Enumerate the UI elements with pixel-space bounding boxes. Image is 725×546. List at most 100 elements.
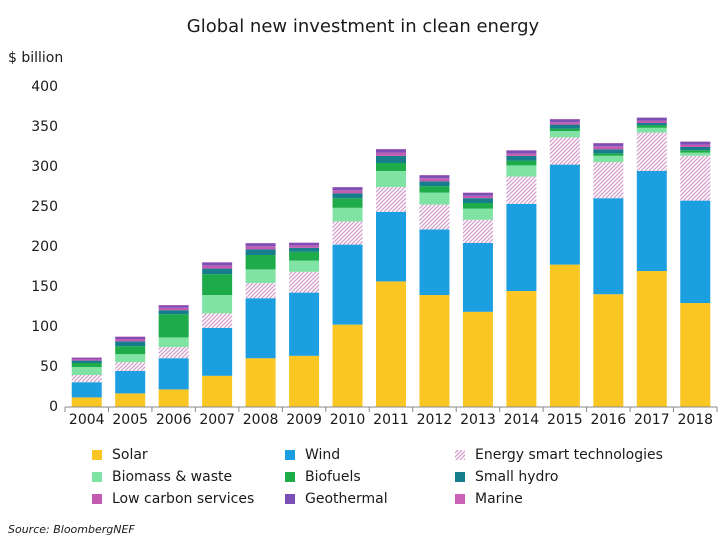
legend-swatch <box>455 494 465 504</box>
bar-segment <box>158 358 189 390</box>
bar-segment <box>71 367 102 375</box>
bar-segment <box>376 149 406 153</box>
bar-segment <box>289 292 320 356</box>
bar-segment <box>202 274 233 295</box>
bar-segment <box>636 171 667 271</box>
bar-segment <box>462 195 493 199</box>
bar-segment <box>593 143 624 147</box>
bar-segment <box>462 219 493 243</box>
bar-segment <box>332 324 363 407</box>
bar-segment <box>289 247 320 252</box>
legend-swatch <box>455 472 465 482</box>
bar-segment <box>289 271 320 293</box>
x-tick-label: 2004 <box>69 412 105 428</box>
legend-swatch <box>455 450 465 460</box>
bar-segment <box>462 203 493 209</box>
y-tick-label: 200 <box>31 239 58 255</box>
bar-segment <box>593 155 624 163</box>
bar-segment <box>506 291 537 407</box>
bar-segment <box>636 117 667 121</box>
legend-label: Biomass & waste <box>112 469 232 485</box>
bar-segment <box>593 146 624 150</box>
bar-segment <box>549 137 580 165</box>
bar-segment <box>506 150 537 154</box>
legend-label: Small hydro <box>475 469 558 485</box>
bar-segment <box>680 144 711 147</box>
bar-segment <box>462 198 493 203</box>
bar-segment <box>680 152 711 156</box>
bar-segment <box>549 131 580 138</box>
bar-segment <box>158 305 189 308</box>
bar-segment <box>332 190 363 194</box>
bar-segment <box>115 354 146 363</box>
x-tick-label: 2011 <box>373 412 409 428</box>
chart-title: Global new investment in clean energy <box>187 16 540 37</box>
bar-segment <box>115 393 146 407</box>
bar-segment <box>636 125 667 128</box>
bar-segment <box>680 150 711 153</box>
x-tick-label: 2006 <box>156 412 192 428</box>
x-tick-label: 2014 <box>504 412 540 428</box>
y-tick-label: 250 <box>31 199 58 215</box>
bar-segment <box>115 341 146 347</box>
bar-segment <box>593 294 624 407</box>
bar-segment <box>636 120 667 123</box>
bar-segment <box>506 155 537 161</box>
bar-segment <box>593 153 624 156</box>
y-tick-label: 150 <box>31 279 58 295</box>
bar-segment <box>332 193 363 199</box>
bar-segment <box>245 283 276 299</box>
bar-segment <box>419 295 450 407</box>
y-tick-label: 0 <box>49 399 58 415</box>
x-tick-label: 2016 <box>591 412 627 428</box>
bar-segment <box>593 162 624 199</box>
bar-segment <box>289 251 320 261</box>
bar-segment <box>462 208 493 220</box>
legend-swatch <box>92 450 102 460</box>
bar-segment <box>593 149 624 154</box>
bar-segment <box>636 127 667 133</box>
x-tick-label: 2015 <box>547 412 583 428</box>
bar-segment <box>202 375 233 407</box>
bar-segment <box>419 192 450 205</box>
bar-segment <box>202 268 233 275</box>
bar-segment <box>376 155 406 163</box>
bar-segment <box>419 181 450 187</box>
bar-segment <box>419 178 450 182</box>
bar-segment <box>680 155 711 201</box>
bar-segment <box>376 187 406 212</box>
bar-segment <box>245 249 276 255</box>
x-tick-label: 2013 <box>460 412 496 428</box>
source: Source: BloombergNEF <box>8 523 135 536</box>
bar-segment <box>419 229 450 295</box>
legend-swatch <box>92 472 102 482</box>
bar-segment <box>680 141 711 145</box>
bar-segment <box>680 200 711 303</box>
y-tick-label: 50 <box>40 359 58 375</box>
bar-segment <box>506 203 537 291</box>
bar-segment <box>115 362 146 371</box>
bar-segment <box>158 307 189 311</box>
bar-segment <box>71 397 102 407</box>
bar-segment <box>71 375 102 383</box>
x-tick-label: 2008 <box>243 412 279 428</box>
bar-segment <box>549 122 580 125</box>
bar-segment <box>71 382 102 398</box>
bar-segment <box>158 347 189 359</box>
bar-segment <box>289 355 320 407</box>
bar-segment <box>549 119 580 123</box>
x-tick-label: 2012 <box>417 412 453 428</box>
bar-segment <box>245 298 276 359</box>
bar-segment <box>506 153 537 156</box>
bar-segment <box>506 165 537 177</box>
bar-segment <box>245 246 276 250</box>
bar-segment <box>245 269 276 283</box>
bar-segment <box>289 243 320 246</box>
bar-segment <box>158 389 189 407</box>
bar-segment <box>332 198 363 208</box>
bar-segment <box>332 207 363 222</box>
bar-segment <box>636 132 667 171</box>
legend-label: Low carbon services <box>112 491 254 507</box>
legend-swatch <box>285 494 295 504</box>
legend-label: Energy smart technologies <box>475 447 663 463</box>
